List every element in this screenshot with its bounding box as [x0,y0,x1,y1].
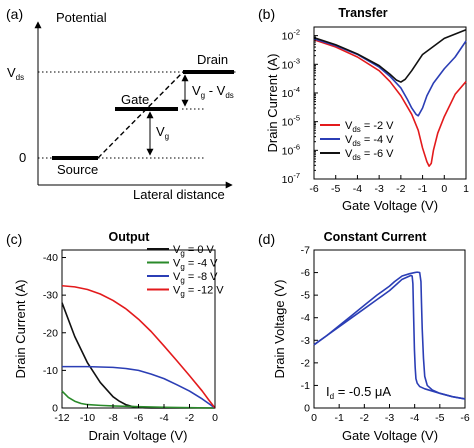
potential-axis-label: Potential [56,10,107,25]
output-chart-panel: (c) Output -12 -10 -8 -6 -4 -2 00-10-20-30-40 … [6,230,224,443]
constant-current-series-line-0 [313,274,466,400]
constant-current-x-tick-label: -1 [334,412,343,424]
transfer-y-tick-label: 10-5 [282,114,300,129]
constant-current-chart-title: Constant Current [324,230,428,244]
output-series-line-1 [61,390,216,409]
transfer-legend-label-1: Vds = -4 V [345,134,394,148]
transfer-x-tick-label: -2 [396,183,405,195]
transfer-x-tick-label: 0 [441,183,447,195]
transfer-chart-panel: (b) Transfer -6 -5 -4 -3 -2 -1 0 1 10-2 10-3 10-4 1… [258,6,469,213]
transfer-x-tick-label: -6 [309,183,318,195]
panel-label-c: (c) [6,231,22,247]
constant-current-y-tick-label: -2 [301,357,310,369]
output-y-tick-label: 0 [52,403,58,415]
transfer-legend-label-0: Vds = -2 V [345,120,394,134]
transfer-series-line-2 [313,29,467,83]
output-chart-title: Output [109,230,151,244]
output-y-tick-label: -10 [43,365,58,377]
output-x-tick-label: -12 [54,412,69,424]
output-x-tick-label: -6 [134,412,143,424]
transfer-x-tick-label: -3 [374,183,383,195]
transfer-y-tick-label: 10-3 [282,56,300,71]
constant-current-y-tick-label: 0 [304,403,310,415]
transfer-x-tick-label: 1 [463,183,469,195]
current-annotation: Id = -0.5 μA [326,384,391,401]
transfer-x-tick-label: -1 [418,183,427,195]
transfer-y-tick-label: 10-2 [282,28,300,43]
source-label: Source [57,162,98,177]
transfer-y-tick-label: 10-4 [282,85,300,100]
transfer-x-tick-label: -5 [331,183,340,195]
vds-level-label: Vds [7,65,24,82]
gate-label: Gate [121,92,149,107]
constant-current-x-tick-label: -4 [410,412,419,424]
output-y-tick-label: -20 [43,327,58,339]
output-y-axis-label: Drain Current (A) [13,280,28,379]
panel-label-a: (a) [6,6,23,22]
output-legend-label-3: Vg = -12 V [173,285,224,299]
transfer-series-line-0 [313,38,467,167]
constant-current-x-axis-label: Gate Voltage (V) [342,428,438,443]
output-x-axis-label: Drain Voltage (V) [89,428,188,443]
potential-profile-line [97,71,184,159]
distance-axis-label: Lateral distance [133,187,225,202]
output-series-line-3 [61,284,216,409]
output-y-tick-label: -40 [43,252,58,264]
output-legend: Vg = 0 VVg = -4 VVg = -8 VVg = -12 V [147,244,224,299]
constant-current-chart-panel: (d) Constant Current 0 -1 -2 -3 -4 -5 -6 0 -1 -2 -… [258,230,470,443]
output-series-line-2 [62,365,216,409]
constant-current-y-tick-label: -1 [301,380,310,392]
vg-arrow-label: Vg [156,124,169,141]
panel-label-d: (d) [258,231,275,247]
constant-current-x-tick-label: -3 [385,412,394,424]
transfer-legend-label-2: Vds = -6 V [345,148,394,162]
output-legend-label-2: Vg = -8 V [173,271,218,285]
potential-diagram-panel: (a) Potential Lateral distance Source Ga… [6,6,238,202]
constant-current-x-tick-label: 0 [311,412,317,424]
constant-current-y-axis-label: Drain Voltage (V) [272,280,287,379]
constant-current-x-tick-label: -2 [360,412,369,424]
output-x-tick-label: -10 [80,412,95,424]
constant-current-y-tick-label: -6 [301,267,310,279]
drain-label: Drain [197,52,228,67]
panel-label-b: (b) [258,6,275,22]
transfer-series-line-1 [313,37,467,117]
constant-current-y-tick-label: -5 [301,290,310,302]
transfer-plot-frame [313,26,467,180]
output-x-tick-label: 0 [212,412,218,424]
output-x-tick-label: -2 [185,412,194,424]
transfer-y-axis-label: Drain Current (A) [265,54,280,153]
transfer-y-tick-label: 10-7 [282,171,300,186]
zero-level-label: 0 [19,150,26,165]
output-legend-label-1: Vg = -4 V [173,258,218,272]
transfer-x-axis-label: Gate Voltage (V) [342,198,438,213]
constant-current-x-tick-label: -6 [460,412,469,424]
constant-current-series-line-1 [313,271,466,400]
constant-current-y-tick-label: -7 [301,245,310,257]
constant-current-y-tick-label: -3 [301,335,310,347]
transfer-x-tick-label: -4 [353,183,362,195]
output-legend-label-0: Vg = 0 V [173,244,215,258]
transfer-y-tick-label: 10-6 [282,142,300,157]
constant-current-y-tick-label: -4 [301,312,310,324]
output-y-tick-label: -30 [43,290,58,302]
output-x-tick-label: -8 [108,412,117,424]
vg-minus-vds-label: Vg - Vds [192,83,234,100]
output-x-tick-label: -4 [159,412,168,424]
constant-current-x-tick-label: -5 [435,412,444,424]
transfer-chart-title: Transfer [338,6,387,20]
